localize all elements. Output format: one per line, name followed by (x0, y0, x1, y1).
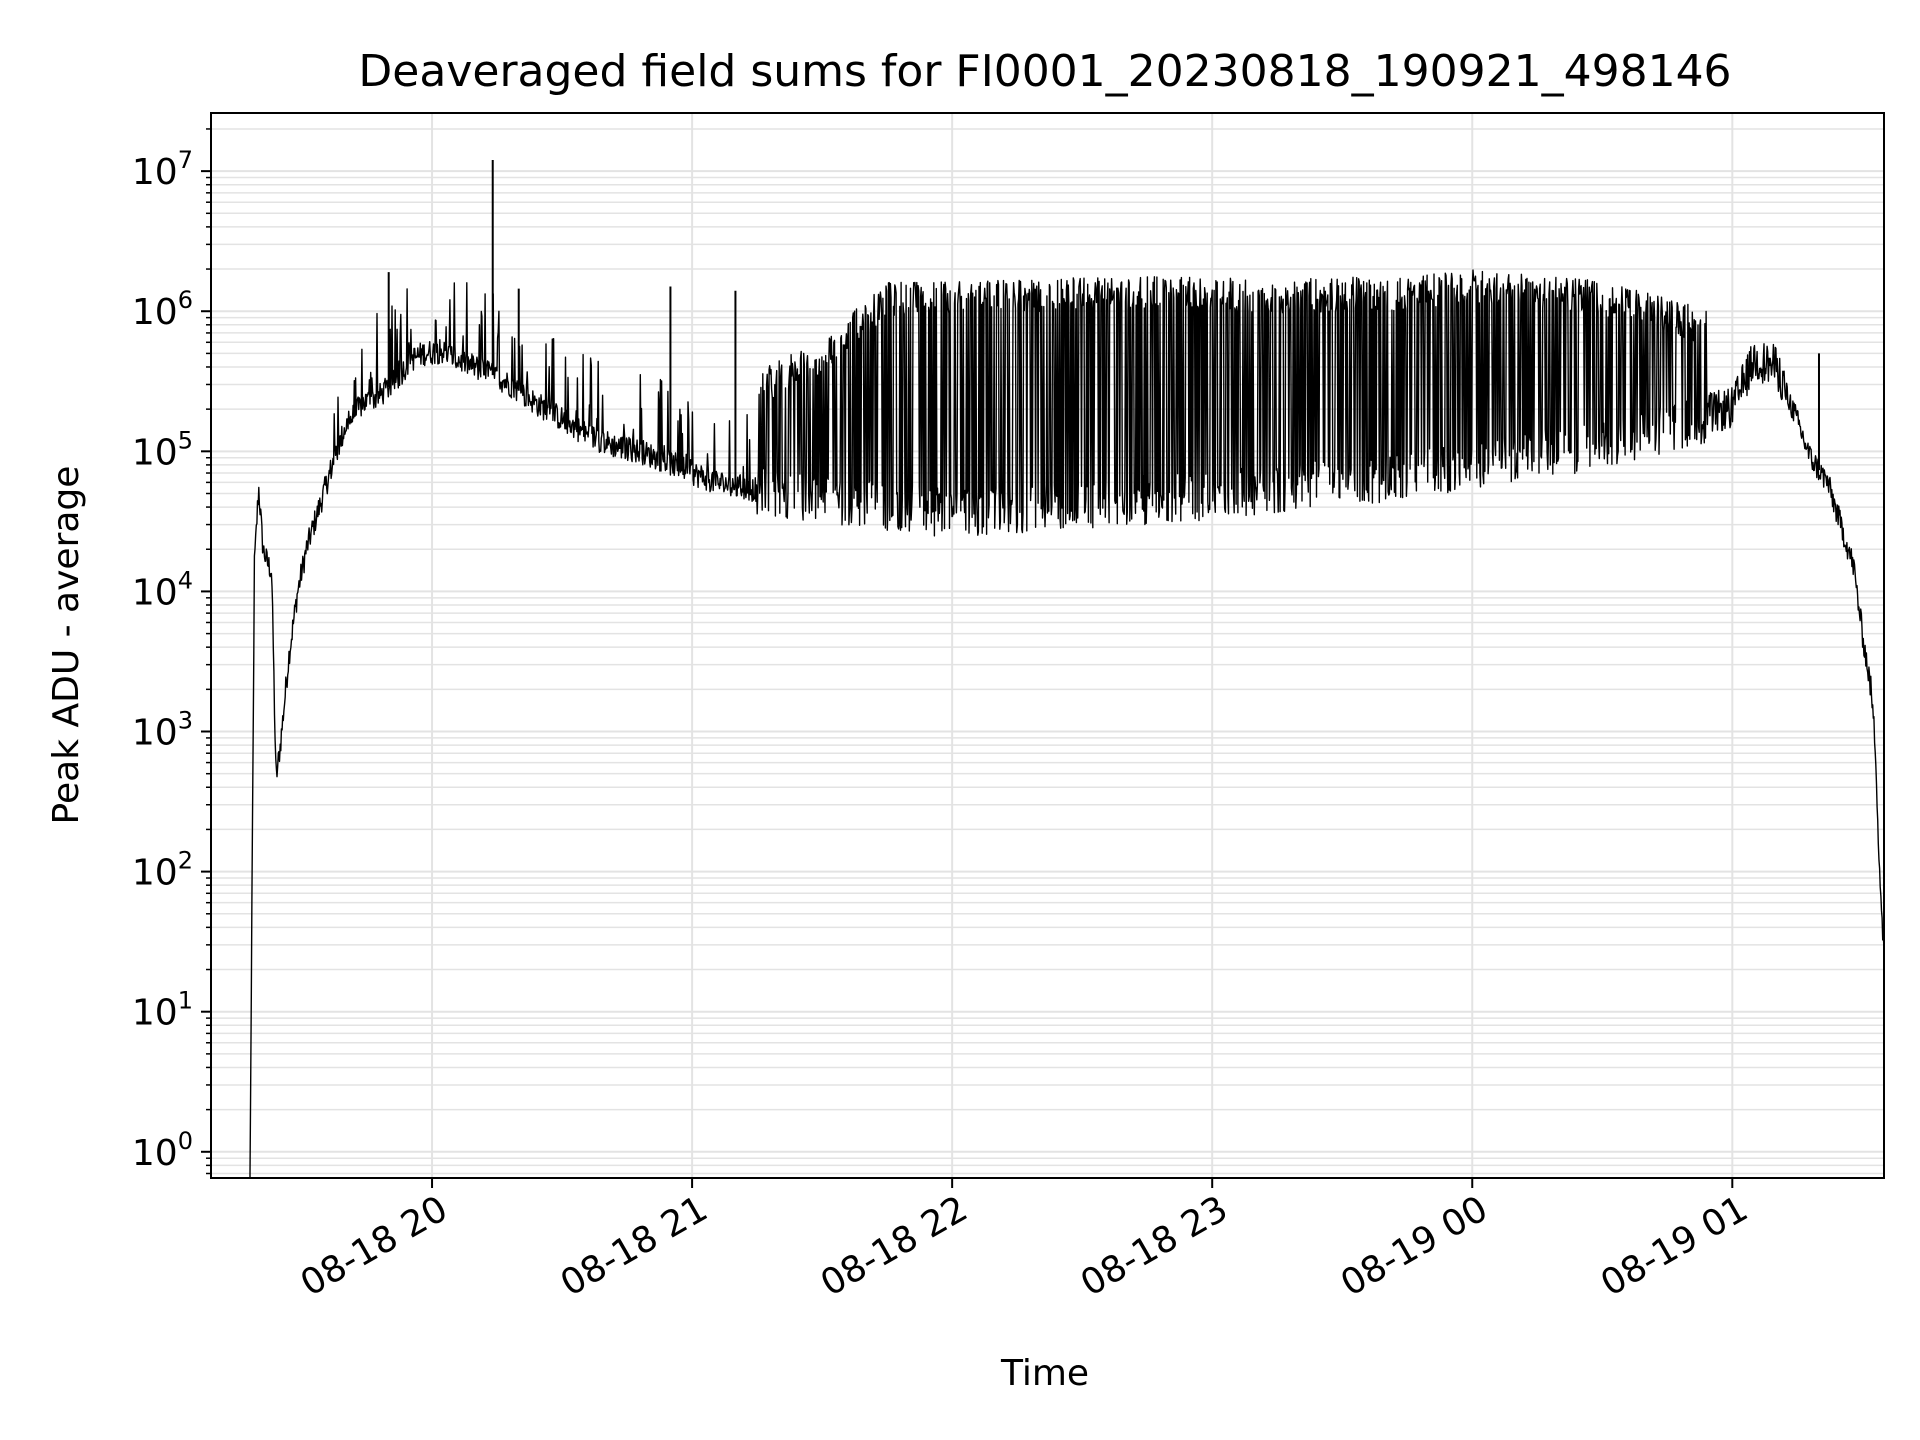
y-tick-label: 104 (132, 566, 193, 613)
series-line (249, 269, 1885, 1178)
x-tick-label: 08-18 21 (554, 1188, 715, 1304)
y-tick-label: 100 (132, 1127, 193, 1174)
y-tick-label: 107 (132, 146, 193, 193)
y-tick-label: 106 (132, 286, 193, 333)
x-tick-label: 08-18 20 (294, 1188, 455, 1304)
y-tick-label: 103 (132, 707, 193, 754)
x-tick-label: 08-18 22 (814, 1188, 975, 1304)
x-tick-label: 08-19 00 (1334, 1188, 1495, 1304)
y-tick-label: 102 (132, 847, 193, 894)
y-axis-label: Peak ADU - average (46, 466, 87, 825)
y-tick-label: 101 (132, 987, 193, 1034)
y-tick-label: 105 (132, 426, 193, 473)
y-axis: 100 101 102 103 104 105 106 107 (132, 128, 211, 1175)
x-axis: 08-18 20 08-18 21 08-18 22 08-18 23 08-19 00… (294, 1178, 1755, 1305)
x-tick-label: 08-19 01 (1594, 1188, 1755, 1304)
x-tick-label: 08-18 23 (1074, 1188, 1235, 1304)
plot-frame (210, 112, 1885, 1179)
x-axis-label: Time (1000, 1353, 1089, 1394)
chart-title: Deaveraged field sums for FI0001_2023081… (358, 46, 1731, 97)
plot-area (249, 160, 1885, 1178)
grid-lines (211, 113, 1884, 1178)
